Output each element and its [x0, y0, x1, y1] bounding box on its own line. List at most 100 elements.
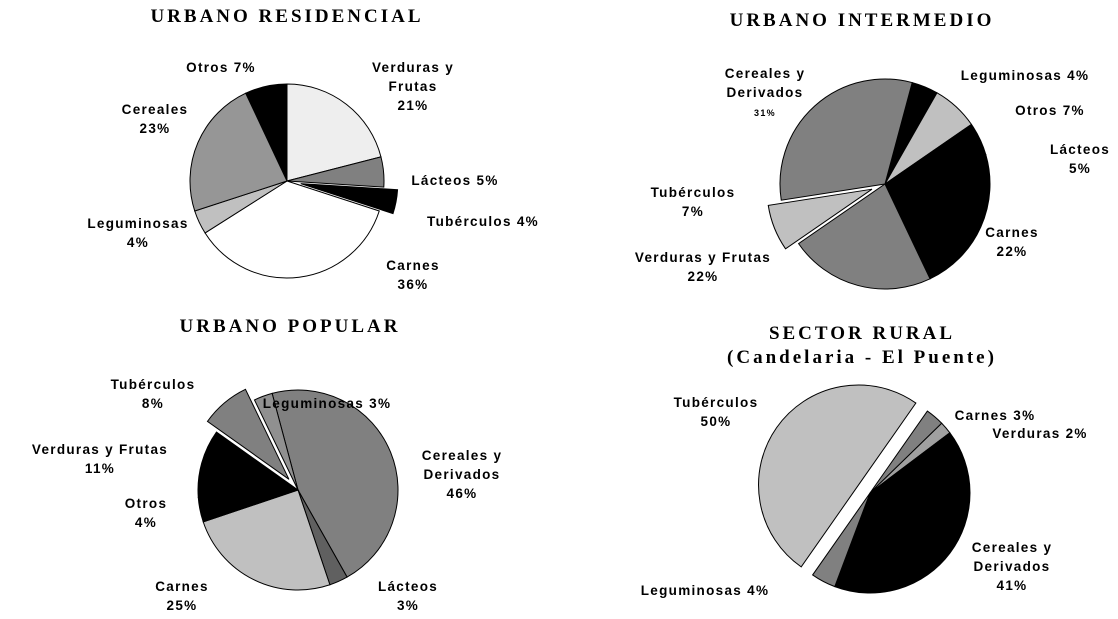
value-label: 31%: [754, 108, 776, 118]
pie-slice: [811, 492, 871, 588]
slice-label: Carnes 22%: [985, 223, 1039, 261]
chart-title: URBANO POPULAR: [179, 316, 401, 337]
value-label: 46%: [446, 486, 478, 501]
pie-slice: [797, 183, 931, 290]
value-label: 7%: [1062, 103, 1085, 118]
category-label: Verduras y Frutas: [371, 60, 455, 94]
pie-slice: [197, 431, 300, 498]
pie-slice: [202, 489, 331, 591]
chart-subtitle: (Candelaria - El Puente): [727, 347, 997, 368]
value-label: 4%: [134, 515, 158, 530]
category-label: Tubérculos: [673, 395, 759, 410]
category-label: Otros: [124, 496, 168, 511]
slice-label: Tubérculos 4%: [427, 212, 539, 231]
value-label: 2%: [1065, 426, 1088, 441]
category-label: Verduras y Frutas: [31, 442, 169, 457]
pie-slice: [300, 183, 399, 215]
category-label: Cereales: [121, 102, 189, 117]
pie-slice: [206, 388, 290, 480]
value-label: 36%: [397, 277, 429, 292]
value-label: 3%: [1013, 408, 1036, 423]
value-label: 4%: [516, 214, 539, 229]
pie-slice: [286, 83, 382, 182]
value-label: 7%: [233, 60, 256, 75]
pie-slice: [779, 78, 913, 201]
pie-slice: [884, 154, 991, 280]
value-label: 7%: [681, 204, 705, 219]
category-label: Verduras y Frutas: [634, 250, 772, 265]
value-label: 5%: [1068, 161, 1092, 176]
category-label: Leguminosas: [640, 583, 743, 598]
pie-slice: [834, 432, 971, 594]
slice-label: Lácteos 5%: [411, 171, 498, 190]
chart-title: URBANO RESIDENCIAL: [150, 6, 424, 27]
slice-label: Cereales 23%: [122, 100, 189, 138]
slice-label: Otros 7%: [186, 58, 256, 77]
category-label: Lácteos: [411, 173, 472, 188]
pie-slice: [758, 384, 917, 568]
category-label: Cereales y Derivados: [421, 448, 503, 482]
category-label: Tubérculos: [427, 214, 512, 229]
slice-label: Lácteos 3%: [378, 577, 438, 615]
slice-label: Lácteos 5%: [1050, 140, 1110, 178]
slice-label: Leguminosas 4%: [641, 581, 770, 600]
pie-slice: [253, 392, 299, 491]
slice-label: Carnes 3%: [955, 406, 1036, 425]
category-label: Lácteos: [1049, 142, 1111, 157]
slice-label: Leguminosas 3%: [263, 394, 392, 413]
slice-label: Cereales y Derivados 31%: [715, 64, 815, 124]
value-label: 8%: [141, 396, 165, 411]
slice-label: Tubérculos 8%: [111, 375, 196, 413]
slice-label: Cereales y Derivados 41%: [957, 538, 1067, 595]
chart-title: URBANO INTERMEDIO: [729, 10, 995, 31]
slice-label: Verduras y Frutas 22%: [635, 248, 771, 286]
value-label: 23%: [139, 121, 171, 136]
category-label: Leguminosas: [87, 216, 189, 231]
category-label: Carnes: [985, 225, 1039, 240]
slice-label: Tubérculos 50%: [674, 393, 759, 431]
slice-label: Leguminosas 4%: [961, 66, 1090, 85]
slice-label: Cereales y Derivados 46%: [407, 446, 517, 503]
value-label: 11%: [84, 461, 116, 476]
category-label: Leguminosas: [262, 396, 365, 411]
value-label: 22%: [996, 244, 1028, 259]
slice-label: Otros 7%: [1015, 101, 1085, 120]
value-label: 25%: [166, 598, 198, 613]
category-label: Verduras: [992, 426, 1061, 441]
value-label: 50%: [700, 414, 732, 429]
value-label: 4%: [126, 235, 150, 250]
slice-label: Carnes 25%: [155, 577, 209, 615]
value-label: 21%: [397, 98, 429, 113]
pie-slice: [767, 188, 873, 250]
slice-label: Verduras y Frutas 21%: [363, 58, 463, 115]
category-label: Carnes: [386, 258, 440, 273]
category-label: Carnes: [954, 408, 1009, 423]
category-label: Tubérculos: [650, 185, 736, 200]
category-label: Otros: [186, 60, 229, 75]
chart-title: SECTOR RURAL: [768, 323, 956, 344]
slice-label: Tubérculos 7%: [651, 183, 736, 221]
category-label: Cereales y Derivados: [971, 540, 1053, 574]
slice-label: Carnes 36%: [386, 256, 440, 294]
value-label: 3%: [396, 598, 420, 613]
category-label: Otros: [1015, 103, 1058, 118]
value-label: 5%: [476, 173, 499, 188]
pie-slice: [189, 92, 288, 212]
value-label: 4%: [747, 583, 770, 598]
category-label: Lácteos: [377, 579, 439, 594]
slice-label: Otros 4%: [125, 494, 168, 532]
category-label: Tubérculos: [110, 377, 196, 392]
value-label: 3%: [369, 396, 392, 411]
category-label: Carnes: [155, 579, 209, 594]
value-label: 4%: [1067, 68, 1090, 83]
slice-label: Leguminosas 4%: [87, 214, 188, 252]
pie-slice: [204, 180, 380, 279]
category-label: Leguminosas: [960, 68, 1063, 83]
value-label: 22%: [687, 269, 719, 284]
pie-slice: [271, 389, 399, 578]
category-label: Cereales y Derivados: [724, 66, 806, 100]
slice-label: Verduras 2%: [992, 424, 1087, 443]
value-label: 41%: [996, 578, 1028, 593]
